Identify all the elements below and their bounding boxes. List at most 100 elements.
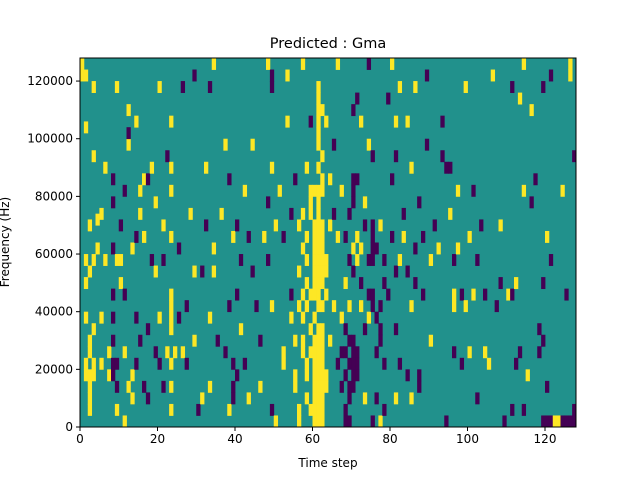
heatmap-cell <box>316 196 321 209</box>
heatmap-cell <box>378 334 383 347</box>
heatmap-cell <box>304 161 310 174</box>
heatmap-cell <box>483 346 488 359</box>
heatmap-cell <box>223 346 228 359</box>
heatmap-cell <box>440 115 445 128</box>
heatmap-cell <box>312 346 317 359</box>
heatmap-cell <box>235 219 240 232</box>
heatmap-cell <box>184 300 189 313</box>
heatmap-cell <box>293 173 298 186</box>
heatmap-cell <box>347 207 352 220</box>
heatmap-cell <box>355 230 360 243</box>
heatmap-cell <box>386 92 391 105</box>
heatmap-cell <box>359 277 364 290</box>
heatmap-cell <box>134 230 139 243</box>
heatmap-cell <box>479 219 484 232</box>
heatmap-cell <box>490 69 496 82</box>
heatmap-cell <box>548 69 554 82</box>
heatmap-cell <box>320 254 325 266</box>
heatmap-cell <box>114 254 120 266</box>
heatmap-cell <box>320 323 325 336</box>
heatmap-cell <box>300 288 306 301</box>
heatmap-cell <box>103 254 108 266</box>
heatmap-cell <box>335 230 341 243</box>
heatmap-cell <box>300 242 306 255</box>
heatmap-cell <box>335 58 341 70</box>
heatmap-cell <box>308 288 313 301</box>
heatmap-cell <box>138 207 143 220</box>
heatmap-cell <box>312 415 317 428</box>
heatmap-cell <box>560 415 565 428</box>
heatmap-cell <box>320 242 325 255</box>
heatmap-cell <box>316 254 321 266</box>
heatmap-cell <box>300 58 306 70</box>
heatmap-cell <box>211 58 217 70</box>
heatmap-cell <box>448 207 453 220</box>
heatmap-cell <box>200 392 205 405</box>
heatmap-cell <box>417 380 422 393</box>
heatmap-cell <box>378 219 383 232</box>
heatmap-cell <box>238 254 244 266</box>
heatmap-cell <box>293 369 298 382</box>
heatmap-cell <box>80 69 85 82</box>
heatmap-cell <box>498 219 503 232</box>
heatmap-cell <box>118 254 124 266</box>
heatmap-cell <box>405 265 410 278</box>
heatmap-cell <box>207 311 213 324</box>
heatmap-cell <box>320 334 325 347</box>
heatmap-cell <box>502 415 507 428</box>
heatmap-cell <box>409 300 414 313</box>
heatmap-cell <box>343 277 348 290</box>
heatmap-cell <box>355 369 360 382</box>
heatmap-cell <box>312 403 317 416</box>
heatmap-cell <box>328 173 333 186</box>
heatmap-cell <box>312 219 317 232</box>
heatmap-cell <box>405 115 410 128</box>
heatmap-cell <box>393 392 399 405</box>
heatmap-cell <box>564 415 569 428</box>
heatmap-cell <box>424 138 430 151</box>
heatmap-cell <box>564 288 569 301</box>
heatmap-cell <box>157 357 162 370</box>
x-tick-label: 0 <box>76 432 84 446</box>
heatmap-cell <box>514 357 519 370</box>
heatmap-cell <box>316 380 321 393</box>
heatmap-cell <box>145 392 151 405</box>
heatmap-cell <box>308 196 313 209</box>
heatmap-cell <box>343 346 348 359</box>
heatmap-cell <box>320 369 325 382</box>
heatmap-cell <box>227 173 232 186</box>
heatmap-cell <box>541 415 546 428</box>
heatmap-cell <box>231 357 236 370</box>
heatmap-cell <box>343 230 348 243</box>
heatmap-cell <box>324 265 329 278</box>
heatmap-cell <box>324 254 329 266</box>
heatmap-cell <box>161 254 166 266</box>
heatmap-cell <box>421 288 426 301</box>
heatmap-cell <box>91 323 96 336</box>
heatmap-cell <box>192 69 197 82</box>
y-tick-label: 0 <box>65 420 73 434</box>
heatmap-cell <box>405 369 410 382</box>
heatmap-cell <box>316 277 321 290</box>
heatmap-cell <box>300 334 306 347</box>
heatmap-cell <box>145 173 151 186</box>
heatmap-cell <box>320 415 325 428</box>
heatmap-cell <box>169 288 174 301</box>
heatmap-cell <box>390 58 395 70</box>
heatmap-cell <box>452 346 457 359</box>
heatmap-cell <box>366 288 372 301</box>
heatmap-cell <box>83 311 89 324</box>
heatmap-cell <box>370 242 375 255</box>
heatmap-cell <box>393 115 399 128</box>
heatmap-cell <box>111 196 116 209</box>
heatmap-cell <box>312 242 317 255</box>
heatmap-cell <box>312 265 317 278</box>
heatmap-cell <box>351 173 356 186</box>
heatmap-cell <box>312 369 317 382</box>
heatmap-cell <box>568 58 573 70</box>
chart-title: Predicted : Gma <box>270 36 386 52</box>
heatmap-cell <box>339 380 344 393</box>
heatmap-cell <box>324 380 329 393</box>
